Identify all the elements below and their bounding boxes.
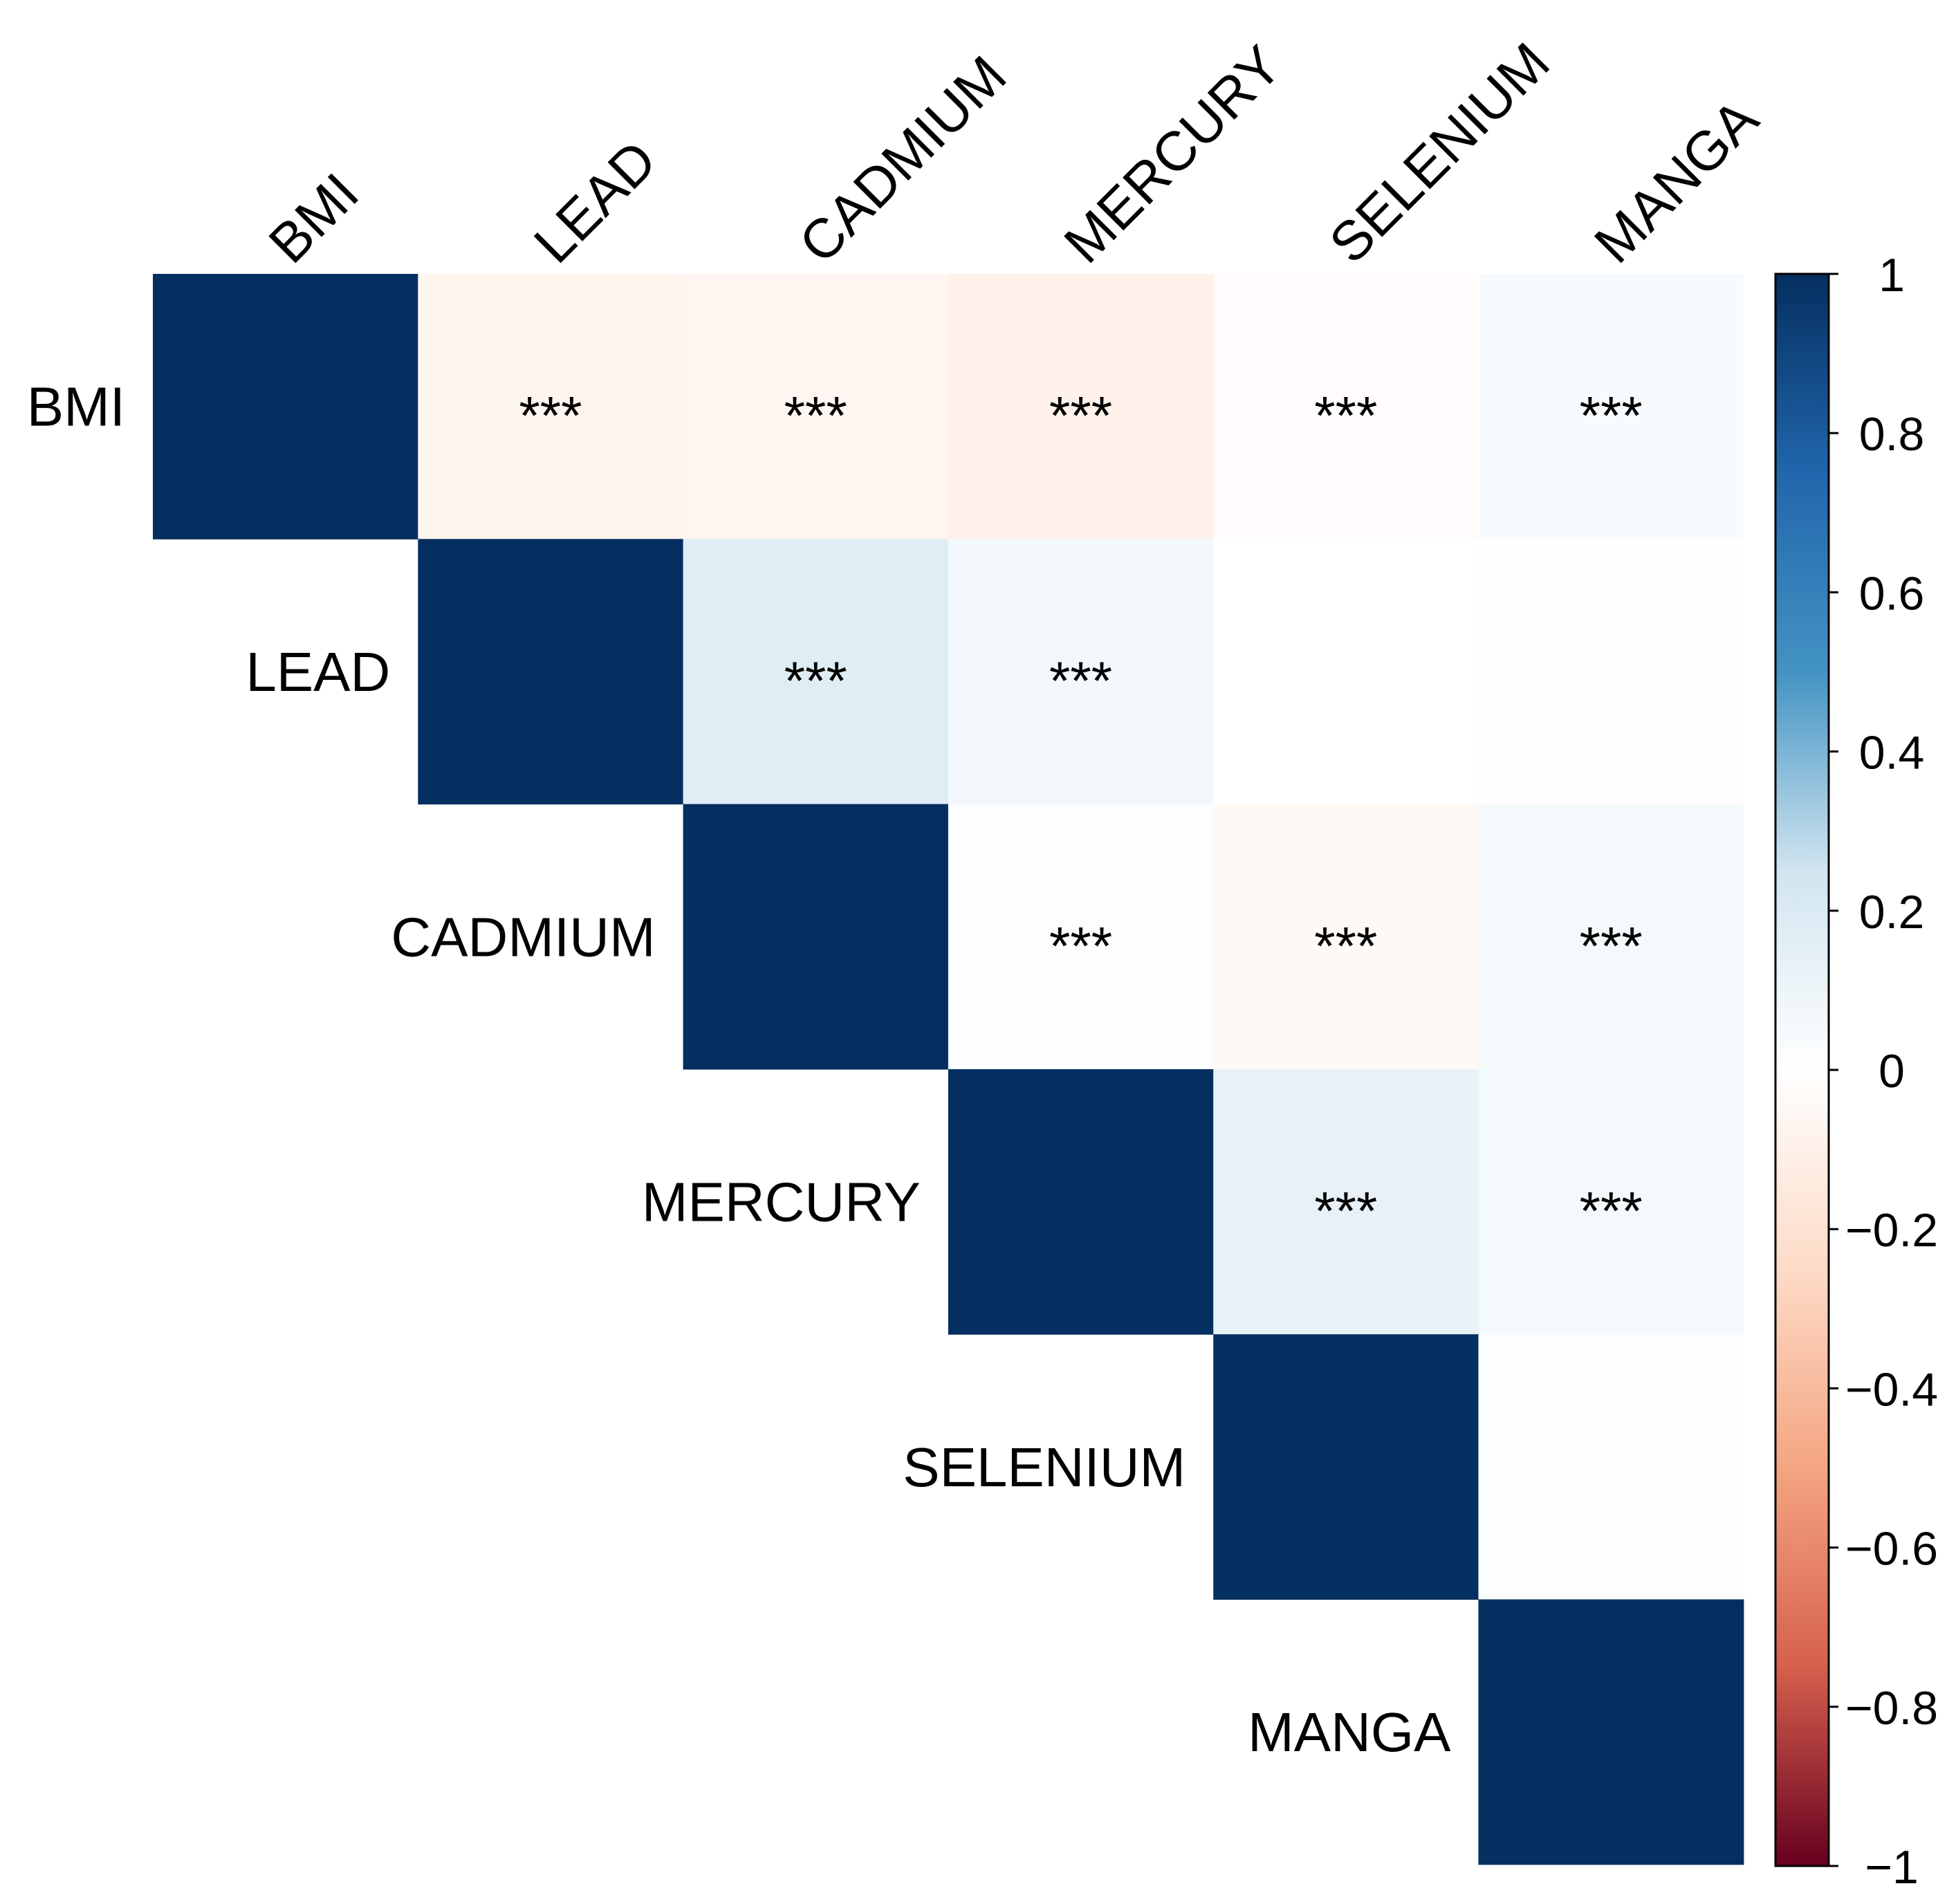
row-label-mercury: MERCURY — [642, 1172, 921, 1233]
cell-bmi-mercury — [948, 274, 1214, 539]
cell-bmi-selenium — [1213, 274, 1479, 539]
significance-mark-cadmium-manga: *** — [1580, 915, 1643, 976]
cell-cadmium-mercury — [948, 804, 1214, 1070]
colorbar-tick-label: 0.4 — [1859, 727, 1925, 779]
colorbar-tick-label: 0.2 — [1859, 886, 1925, 939]
cell-selenium-manga — [1478, 1334, 1744, 1600]
colorbar-ticks: 1 0.8 0.6 0.4 0.2 0 −0.2 −0.4 −0.6 −0.8 −1 — [1829, 249, 1938, 1894]
column-label-lead: LEAD — [522, 129, 668, 275]
cell-mercury-manga — [1478, 1069, 1744, 1335]
cell-lead-manga — [1478, 539, 1744, 805]
column-label-selenium: SELENIUM — [1318, 31, 1561, 275]
colorbar-tick-label: 0.6 — [1859, 567, 1925, 620]
column-label-manga: MANGA — [1582, 87, 1770, 275]
colorbar: 1 0.8 0.6 0.4 0.2 0 −0.2 −0.4 −0.6 −0.8 −1 — [1774, 249, 1938, 1894]
colorbar-tick-label: 0 — [1879, 1045, 1905, 1098]
column-labels: BMI LEAD CADMIUM MERCURY SELENIUM MANGA — [257, 31, 1770, 275]
column-label-mercury: MERCURY — [1053, 34, 1293, 275]
significance-mark-bmi-selenium: *** — [1314, 385, 1377, 446]
cell-mercury-selenium — [1213, 1069, 1479, 1335]
significance-mark-bmi-cadmium: *** — [784, 385, 847, 446]
significance-mark-cadmium-mercury: *** — [1049, 915, 1112, 976]
significance-mark-bmi-mercury: *** — [1049, 385, 1112, 446]
cell-bmi-manga — [1478, 274, 1744, 539]
colorbar-tick-label: −0.8 — [1845, 1682, 1938, 1735]
significance-mark-bmi-lead: *** — [519, 385, 582, 446]
colorbar-tick-label: −1 — [1865, 1841, 1919, 1894]
colorbar-tick-label: 1 — [1879, 249, 1905, 302]
significance-mark-cadmium-selenium: *** — [1314, 915, 1377, 976]
cell-cadmium-selenium — [1213, 804, 1479, 1070]
cell-lead-cadmium — [683, 539, 949, 805]
cell-cadmium-manga — [1478, 804, 1744, 1070]
significance-mark-mercury-manga: *** — [1580, 1181, 1643, 1241]
heatmap-cells — [153, 274, 1744, 1865]
colorbar-gradient — [1774, 272, 1830, 1867]
significance-mark-mercury-selenium: *** — [1314, 1181, 1377, 1241]
cell-lead-mercury — [948, 539, 1214, 805]
row-label-bmi: BMI — [27, 376, 125, 438]
colorbar-tick-label: 0.8 — [1859, 408, 1925, 461]
colorbar-tick-label: −0.2 — [1845, 1204, 1938, 1257]
cell-manga-manga — [1478, 1599, 1744, 1865]
colorbar-tick-label: −0.6 — [1845, 1523, 1938, 1575]
column-label-bmi: BMI — [257, 162, 371, 275]
cell-lead-lead — [418, 539, 684, 805]
row-label-lead: LEAD — [246, 641, 390, 703]
cell-cadmium-cadmium — [683, 804, 949, 1070]
colorbar-tick-label: −0.4 — [1845, 1363, 1938, 1416]
row-label-selenium: SELENIUM — [903, 1436, 1185, 1498]
cell-mercury-mercury — [948, 1069, 1214, 1335]
column-label-cadmium: CADMIUM — [787, 44, 1017, 275]
row-label-cadmium: CADMIUM — [391, 906, 655, 968]
significance-mark-lead-mercury: *** — [1049, 650, 1112, 711]
significance-mark-lead-cadmium: *** — [784, 650, 847, 711]
row-label-manga: MANGA — [1248, 1701, 1451, 1763]
row-labels: BMI LEAD CADMIUM MERCURY SELENIUM MANGA — [27, 376, 1451, 1763]
significance-marks: *** *** *** *** *** *** *** *** *** *** *** *** — [519, 385, 1642, 1241]
cell-lead-selenium — [1213, 539, 1479, 805]
cell-bmi-lead — [418, 274, 684, 539]
cell-selenium-selenium — [1213, 1334, 1479, 1600]
cell-bmi-bmi — [153, 274, 418, 539]
cell-bmi-cadmium — [683, 274, 949, 539]
significance-mark-bmi-manga: *** — [1580, 385, 1643, 446]
